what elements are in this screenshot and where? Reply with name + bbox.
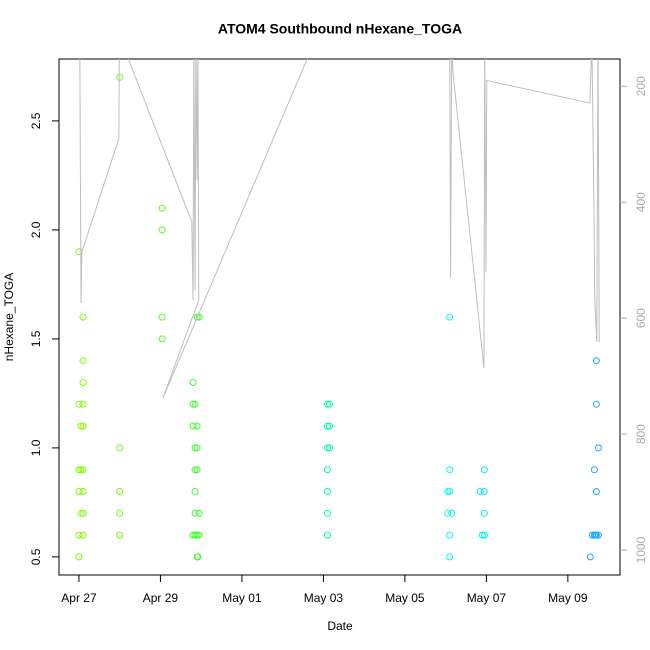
point	[193, 422, 201, 430]
point	[189, 422, 197, 430]
point	[158, 313, 166, 321]
point	[590, 466, 598, 474]
point	[79, 466, 87, 474]
x-tick-label: May 05	[385, 591, 425, 605]
point	[116, 509, 124, 517]
x-tick-label: May 07	[467, 591, 507, 605]
point	[191, 488, 199, 496]
point	[592, 400, 600, 408]
point	[323, 488, 331, 496]
point	[79, 357, 87, 365]
point	[195, 509, 203, 517]
point	[191, 400, 199, 408]
point	[476, 488, 484, 496]
point	[446, 466, 454, 474]
point	[77, 509, 85, 517]
point	[79, 400, 87, 408]
point	[75, 400, 83, 408]
point	[75, 488, 83, 496]
point	[191, 466, 199, 474]
y-tick-label: 0.5	[29, 548, 43, 565]
point	[446, 313, 454, 321]
point	[478, 531, 486, 539]
point	[75, 466, 83, 474]
point	[446, 553, 454, 561]
y2-tick-label: 200	[634, 76, 648, 96]
point	[446, 488, 454, 496]
y2-tick-label: 800	[634, 424, 648, 444]
plot-box	[58, 58, 621, 576]
point	[592, 531, 600, 539]
point	[480, 466, 488, 474]
point	[191, 509, 199, 517]
point	[158, 226, 166, 234]
point	[77, 422, 85, 430]
point	[116, 73, 124, 81]
point	[448, 509, 456, 517]
point	[480, 509, 488, 517]
point	[191, 444, 199, 452]
point	[158, 204, 166, 212]
point	[75, 553, 83, 561]
y-tick-label: 2.5	[29, 112, 43, 129]
point	[323, 400, 331, 408]
x-tick-label: May 09	[548, 591, 588, 605]
point	[79, 313, 87, 321]
point	[116, 488, 124, 496]
chart-title: ATOM4 Southbound nHexane_TOGA	[218, 21, 462, 37]
point	[116, 444, 124, 452]
x-tick-label: May 03	[304, 591, 344, 605]
y2-tick-label: 600	[634, 308, 648, 328]
point	[323, 422, 331, 430]
point	[191, 531, 199, 539]
point	[193, 531, 201, 539]
x-tick-label: May 01	[222, 591, 262, 605]
y2-tick-label: 1000	[634, 536, 648, 563]
point	[323, 444, 331, 452]
point	[592, 488, 600, 496]
point	[189, 400, 197, 408]
point	[323, 531, 331, 539]
point	[79, 488, 87, 496]
point	[116, 531, 124, 539]
pressure-line	[79, 59, 600, 399]
point	[444, 509, 452, 517]
point	[480, 531, 488, 539]
y-tick-label: 1.5	[29, 330, 43, 347]
point	[79, 509, 87, 517]
point	[77, 466, 85, 474]
point	[594, 531, 602, 539]
point	[158, 335, 166, 343]
y-tick-label: 2.0	[29, 221, 43, 238]
y-axis-label: nHexane_TOGA	[2, 273, 16, 362]
y-tick-label: 1.0	[29, 439, 43, 456]
point	[194, 553, 202, 561]
point	[326, 444, 334, 452]
point	[323, 509, 331, 517]
point	[193, 466, 201, 474]
point	[326, 422, 334, 430]
point	[193, 444, 201, 452]
x-tick-label: Apr 29	[143, 591, 179, 605]
point	[586, 553, 594, 561]
point	[79, 531, 87, 539]
point	[326, 400, 334, 408]
point	[195, 531, 203, 539]
point	[323, 466, 331, 474]
point	[79, 379, 87, 387]
y2-tick-label: 400	[634, 192, 648, 212]
x-axis-label: Date	[327, 619, 353, 633]
point	[446, 531, 454, 539]
point	[189, 379, 197, 387]
x-tick-label: Apr 27	[61, 591, 97, 605]
point	[444, 488, 452, 496]
point	[480, 488, 488, 496]
point	[79, 422, 87, 430]
point	[75, 531, 83, 539]
point	[193, 313, 201, 321]
point	[594, 444, 602, 452]
point	[592, 357, 600, 365]
